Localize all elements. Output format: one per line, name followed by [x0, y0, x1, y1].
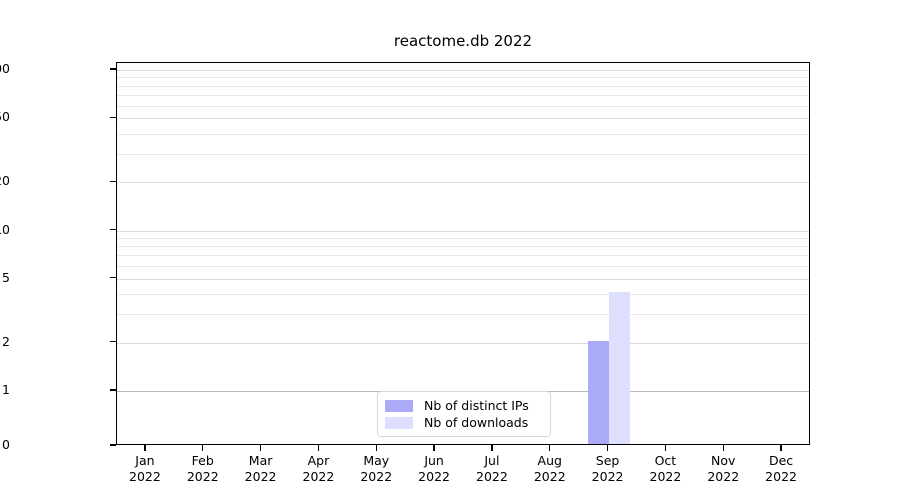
grid-line-minor: [117, 294, 809, 296]
grid-line-minor: [117, 94, 809, 96]
x-tick-mark: [202, 445, 204, 451]
x-tick-label-year: 2022: [129, 469, 161, 484]
grid-line-minor: [117, 246, 809, 248]
legend-item[interactable]: Nb of downloads: [385, 414, 542, 431]
x-tick-label-year: 2022: [244, 469, 277, 484]
x-tick-mark: [144, 445, 146, 451]
x-tick-label-month: Jan: [135, 453, 155, 468]
x-tick-label: Nov 2022: [707, 453, 739, 485]
grid-line-major: [117, 342, 809, 344]
grid-line-minor: [117, 237, 809, 239]
y-tick-label: 5: [2, 269, 10, 285]
bar-downloads: [608, 292, 630, 444]
x-tick-label: Jan 2022: [129, 453, 161, 485]
chart-legend[interactable]: Nb of distinct IPs Nb of downloads: [377, 391, 551, 437]
plot-area: [116, 62, 810, 445]
x-tick-label-month: Jun: [424, 453, 444, 468]
x-tick-label-month: Sep: [595, 453, 620, 468]
x-tick-label: Apr 2022: [303, 453, 335, 485]
x-tick-label-year: 2022: [476, 469, 508, 484]
x-tick-label-year: 2022: [591, 469, 624, 484]
x-tick-mark: [259, 445, 262, 451]
x-tick-label-year: 2022: [765, 469, 797, 484]
x-tick-label: Dec 2022: [765, 453, 797, 485]
x-tick-label: Jun 2022: [418, 453, 450, 485]
y-tick-mark: [110, 389, 116, 391]
x-tick-label: Sep 2022: [592, 453, 624, 485]
x-tick-label-year: 2022: [649, 469, 682, 484]
x-tick-label-month: May: [363, 453, 390, 468]
y-tick-mark: [110, 68, 116, 70]
x-tick-label-month: Nov: [711, 453, 736, 468]
x-tick-label: Jul 2022: [476, 453, 508, 485]
grid-line-major: [117, 278, 809, 280]
grid-line-minor: [117, 153, 809, 155]
x-tick-label-month: Apr: [307, 453, 330, 468]
legend-label: Nb of distinct IPs: [424, 397, 529, 413]
grid-line-minor: [117, 85, 809, 87]
y-tick-mark: [110, 116, 116, 118]
x-tick-label-year: 2022: [533, 469, 566, 484]
x-tick-label-year: 2022: [707, 469, 740, 484]
y-tick-label: 0: [2, 437, 10, 452]
grid-line-minor: [117, 314, 809, 316]
y-tick-label: 20: [0, 173, 10, 189]
x-tick-label: Mar 2022: [245, 453, 277, 485]
legend-swatch: [385, 399, 413, 412]
grid-line-minor: [117, 77, 809, 79]
y-tick-label: 50: [0, 109, 10, 125]
x-tick-mark: [722, 445, 724, 451]
chart-title: reactome.db 2022: [393, 32, 533, 50]
legend-swatch: [385, 416, 413, 429]
x-tick-mark: [375, 445, 377, 451]
x-tick-label: May 2022: [360, 453, 392, 485]
y-tick-label: 100: [0, 61, 10, 76]
y-tick-mark: [110, 228, 116, 231]
x-tick-label-month: Dec: [768, 453, 794, 468]
y-tick-mark: [110, 277, 116, 279]
y-tick-mark: [110, 444, 116, 446]
grid-line-minor: [117, 255, 809, 257]
x-tick-label-month: Mar: [248, 453, 273, 468]
y-tick-label: 10: [0, 221, 10, 237]
x-tick-mark: [317, 445, 320, 451]
y-axis: 0 1 2 5 10 20 50 100: [0, 0, 116, 500]
x-tick-mark: [433, 445, 435, 451]
bar-distinct-ips: [587, 340, 609, 444]
x-tick-label: Oct 2022: [650, 453, 682, 485]
x-tick-label: Feb 2022: [187, 453, 219, 485]
legend-item[interactable]: Nb of distinct IPs: [385, 397, 542, 414]
x-tick-label-month: Jul: [484, 453, 500, 468]
y-tick-label: 1: [2, 382, 10, 397]
x-tick-label-year: 2022: [360, 469, 393, 484]
y-tick-label: 2: [2, 333, 10, 349]
grid-line-major: [117, 118, 809, 120]
x-tick-mark: [664, 445, 667, 451]
x-tick-label-month: Aug: [537, 453, 562, 468]
y-tick-mark: [110, 180, 116, 182]
x-tick-label: Aug 2022: [534, 453, 566, 485]
x-tick-label-month: Oct: [654, 453, 677, 468]
x-tick-label-month: Feb: [191, 453, 214, 468]
legend-label: Nb of downloads: [424, 414, 529, 430]
x-tick-mark: [780, 445, 782, 451]
y-tick-mark: [110, 341, 116, 343]
x-tick-label-year: 2022: [418, 469, 450, 484]
grid-line-major: [117, 182, 809, 184]
grid-line-minor: [117, 266, 809, 268]
x-tick-mark: [606, 445, 609, 451]
grid-line-major: [117, 70, 809, 71]
x-tick-mark: [491, 445, 493, 451]
x-tick-label-year: 2022: [302, 469, 335, 484]
x-tick-label-year: 2022: [186, 469, 219, 484]
grid-line-minor: [117, 105, 809, 107]
grid-line-major: [117, 230, 809, 232]
x-tick-mark: [549, 445, 551, 451]
grid-line-minor: [117, 133, 809, 135]
